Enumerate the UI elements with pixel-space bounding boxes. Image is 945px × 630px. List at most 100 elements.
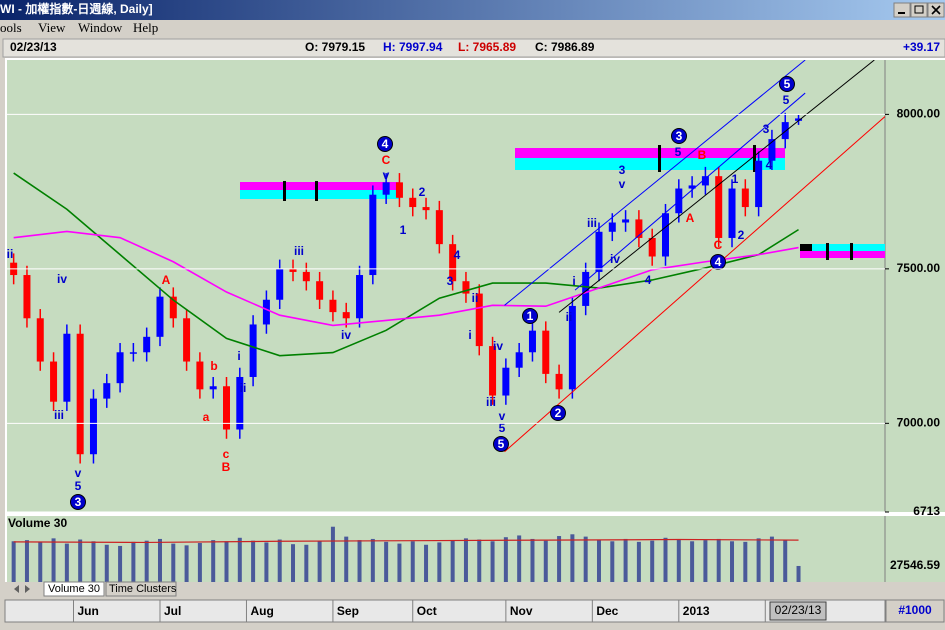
- wave-label: A: [162, 273, 171, 287]
- volume-plot: [11, 526, 801, 582]
- volume-bar: [716, 538, 721, 582]
- tab[interactable]: [105, 581, 177, 597]
- wave-label: iii: [486, 395, 496, 409]
- y-tick-label: 7500.00: [897, 261, 941, 275]
- wave-label: a: [203, 410, 210, 424]
- wave-label: i: [237, 349, 240, 363]
- volume-bar: [730, 541, 735, 582]
- volume-bar: [769, 536, 774, 582]
- volume-bar: [557, 536, 562, 582]
- menu-item[interactable]: ools: [0, 20, 22, 35]
- candle-body: [236, 376, 244, 430]
- candle-body: [755, 160, 763, 208]
- zone-cyan: [800, 244, 885, 251]
- x-tick-label: Oct: [417, 604, 437, 618]
- wave-label: iv: [57, 272, 67, 286]
- candle-body: [89, 398, 97, 455]
- candle-body: [568, 305, 576, 390]
- volume-bar: [783, 540, 788, 582]
- candle-body: [648, 237, 656, 257]
- zone-magenta: [240, 182, 400, 190]
- volume-area: [7, 516, 945, 582]
- volume-bar: [11, 541, 16, 582]
- wave-circle: [710, 254, 726, 270]
- volume-bar: [118, 545, 123, 582]
- tab-label[interactable]: Time Clusters: [109, 583, 177, 595]
- candle-body: [741, 188, 749, 208]
- zone-magenta: [800, 251, 885, 258]
- candle-body: [103, 383, 111, 399]
- x-tick-label: Dec: [596, 604, 618, 618]
- volume-bar: [703, 540, 708, 582]
- wave-label: iv: [610, 252, 620, 266]
- volume-bar: [144, 540, 149, 582]
- moving-average: [13, 230, 799, 327]
- menu-item[interactable]: View: [38, 20, 66, 35]
- zone-cyan: [515, 158, 785, 170]
- wave-label: 5: [784, 77, 791, 91]
- wave-label: i: [572, 274, 575, 288]
- candle-body: [209, 386, 217, 390]
- candle-body: [795, 118, 803, 121]
- y-tick-label: 6713: [913, 504, 940, 518]
- volume-bar: [304, 544, 309, 582]
- wave-label: 3: [447, 274, 454, 288]
- candle-body: [63, 333, 71, 402]
- candle-body: [435, 210, 443, 245]
- wave-label: v: [499, 409, 506, 423]
- menu-item[interactable]: Help: [133, 20, 158, 35]
- wave-label: v: [383, 168, 390, 182]
- wave-label: C: [714, 238, 723, 252]
- wave-label: 3: [676, 129, 683, 143]
- wave-label: 4: [766, 158, 773, 172]
- wave-circle: [671, 128, 687, 144]
- volume-bar: [450, 540, 455, 582]
- candle-body: [409, 197, 417, 208]
- candle-body: [489, 346, 497, 396]
- volume-bar: [610, 541, 615, 582]
- annotations: iiiviiiv53AbacBiiiiiiiv4Cv2143iiiiviiiv5…: [7, 76, 795, 510]
- x-tick-label: Nov: [510, 604, 533, 618]
- wave-label: iii: [54, 408, 64, 422]
- tab-scroll[interactable]: [14, 585, 30, 593]
- x-tick-label: Sep: [337, 604, 359, 618]
- candle-body: [688, 185, 696, 189]
- volume-bar: [104, 544, 109, 582]
- wave-circle: [550, 405, 566, 421]
- candle-body: [156, 296, 164, 337]
- zone-tick: [753, 145, 756, 172]
- volume-bar: [24, 540, 29, 582]
- candle-body: [316, 281, 324, 300]
- wave-label: v: [619, 177, 626, 191]
- wave-label: v: [75, 466, 82, 480]
- zones: [240, 145, 885, 260]
- volume-bar: [424, 544, 429, 582]
- candle-body: [582, 271, 590, 306]
- tab[interactable]: [43, 581, 105, 597]
- info-date: 02/23/13: [10, 40, 57, 54]
- cursor-date-box: [769, 601, 827, 621]
- date-axis: [4, 599, 886, 623]
- menu-item[interactable]: Window: [78, 20, 123, 35]
- candle-body: [356, 275, 364, 319]
- candle-body: [475, 293, 483, 347]
- window-buttons[interactable]: [893, 2, 945, 18]
- info-close: C: 7986.89: [535, 40, 595, 54]
- tab-label[interactable]: Volume 30: [48, 583, 100, 595]
- wave-label: 3: [619, 163, 626, 177]
- volume-bar: [583, 536, 588, 582]
- close-icon: [931, 5, 941, 15]
- restore-button[interactable]: [910, 2, 928, 18]
- minimize-button[interactable]: [893, 2, 911, 18]
- candle-body: [289, 268, 297, 272]
- volume-bar: [636, 541, 641, 582]
- wave-label: 2: [555, 406, 562, 420]
- wave-circle: [70, 494, 86, 510]
- wave-label: ii: [566, 310, 573, 324]
- zone-tick: [658, 145, 661, 172]
- candle-body: [342, 312, 350, 319]
- title-bar: [0, 0, 945, 20]
- volume-bar: [291, 544, 296, 582]
- wave-circle: [493, 436, 509, 452]
- wave-label: i: [468, 328, 471, 342]
